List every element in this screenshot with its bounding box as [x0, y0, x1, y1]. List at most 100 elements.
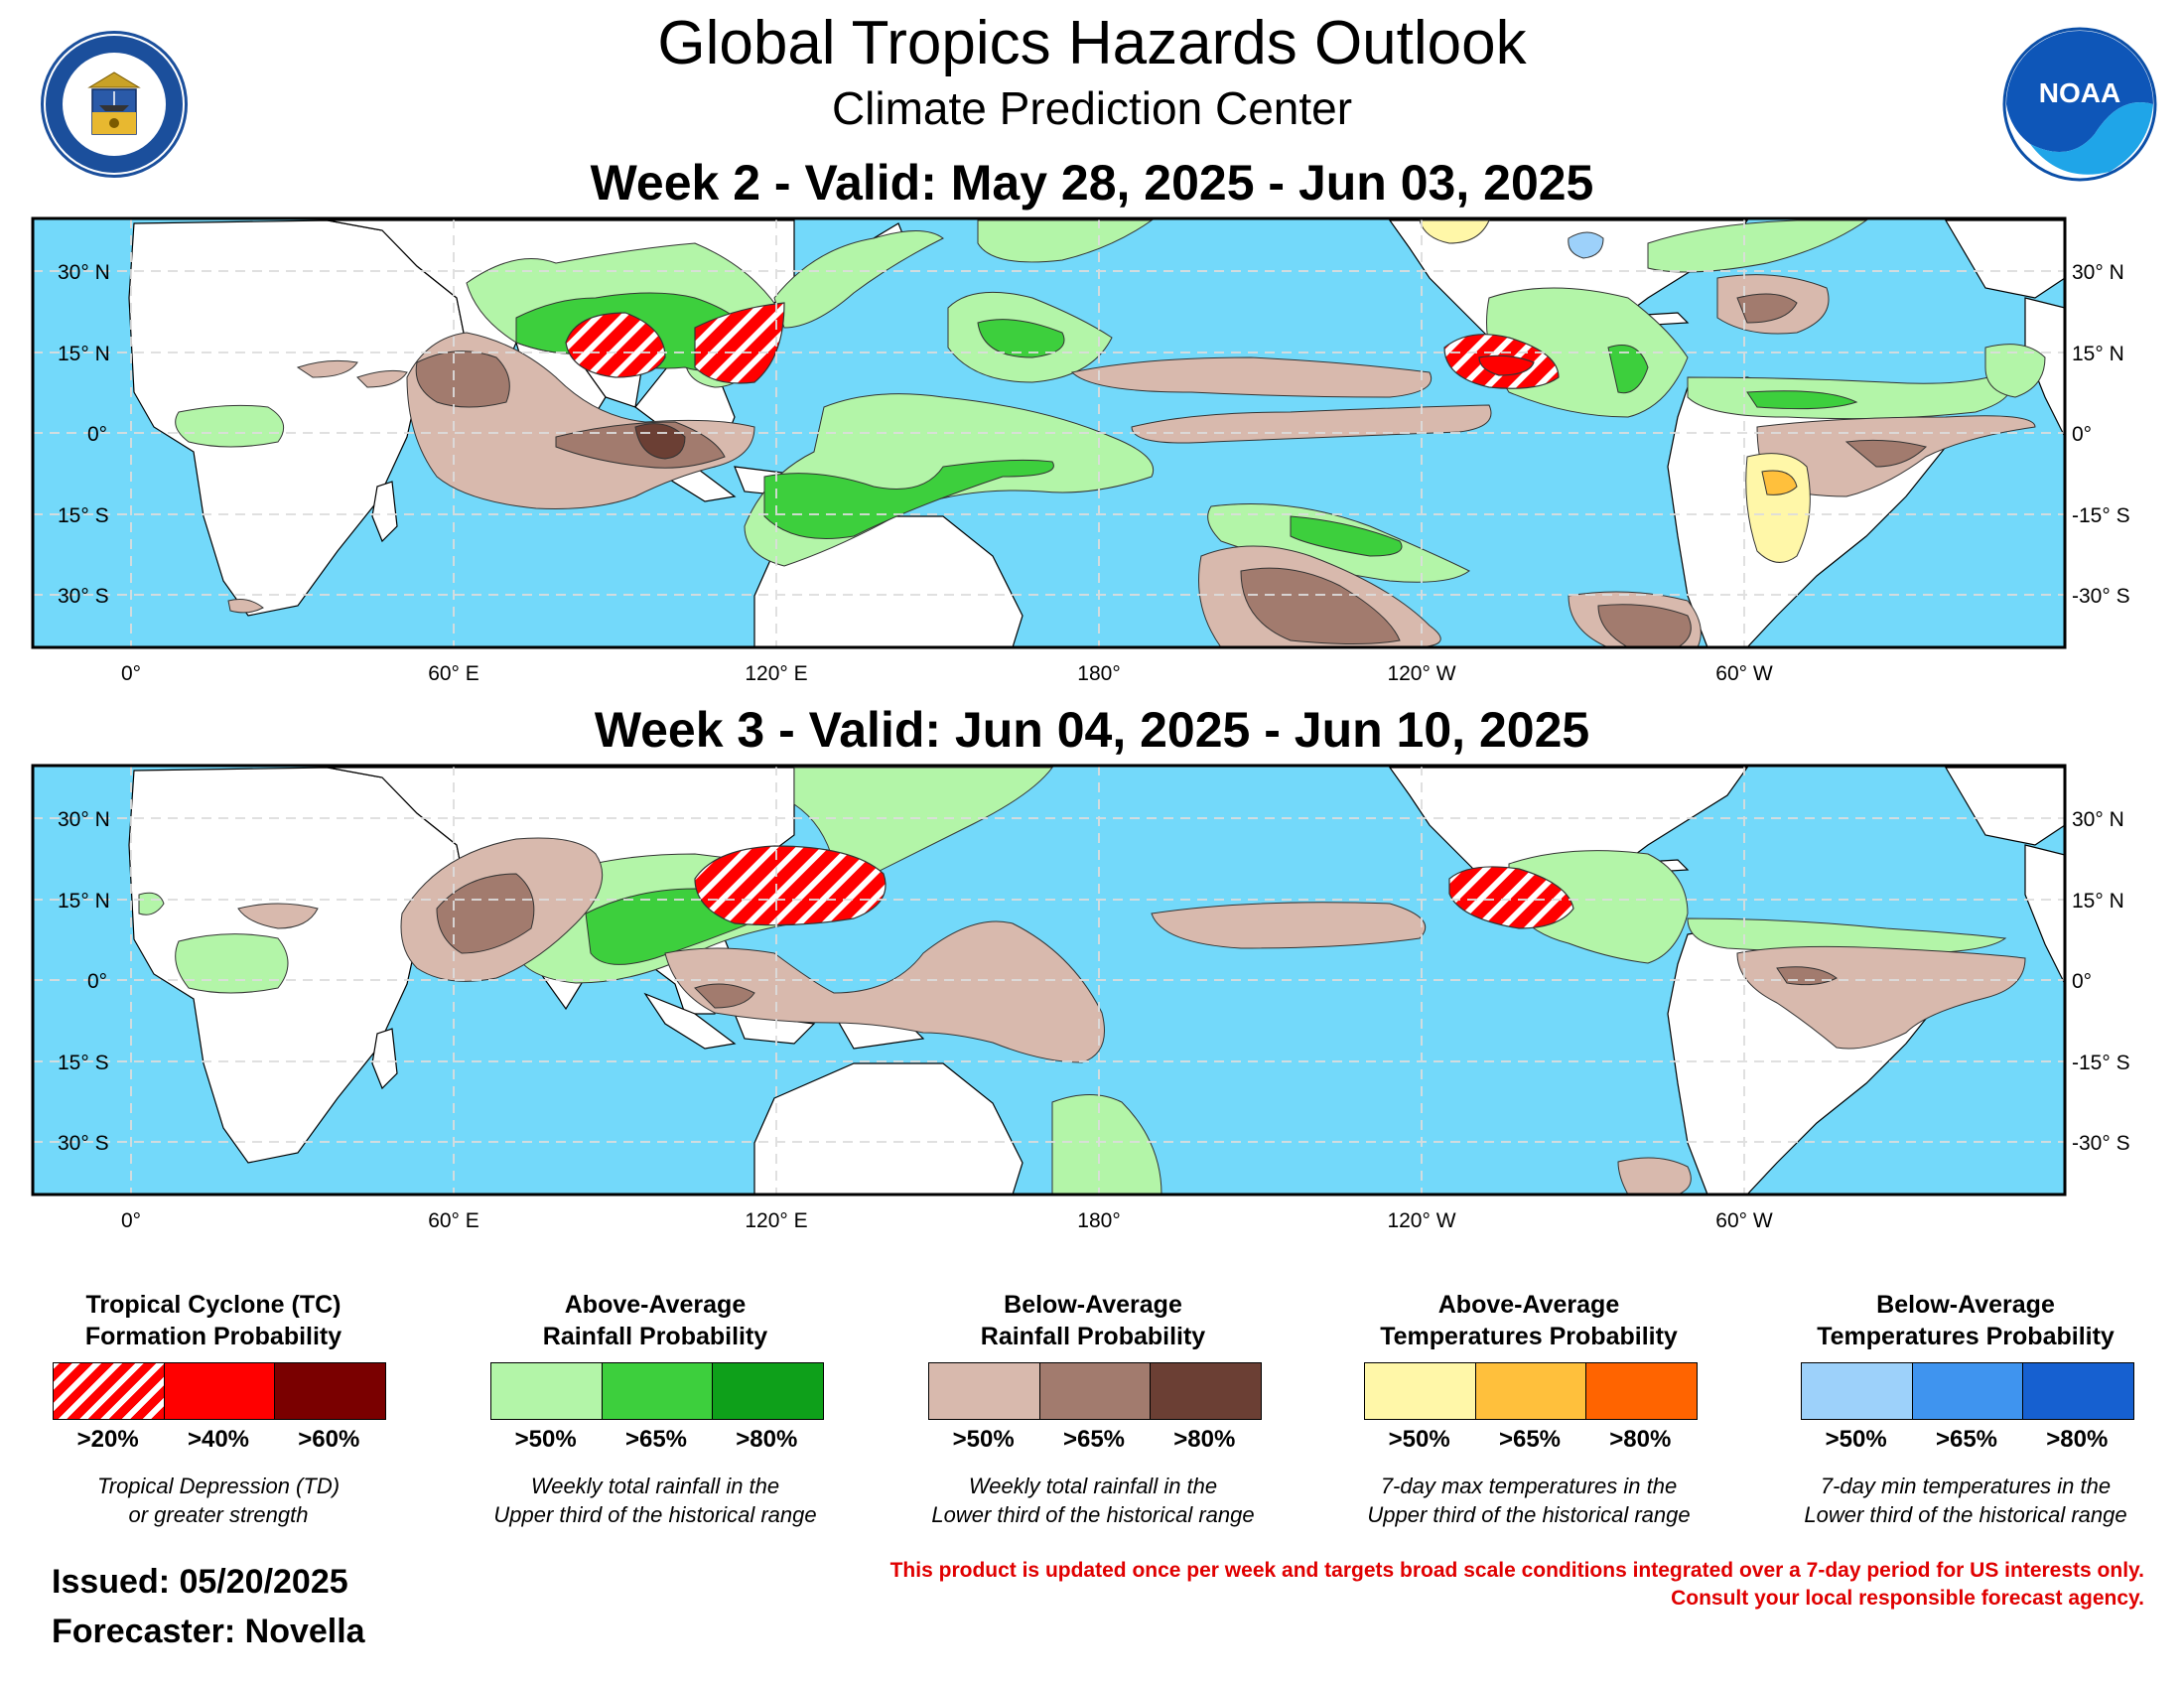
legend-above-rain-desc-2: Upper third of the historical range — [493, 1502, 817, 1527]
week3-lon-60w: 60° W — [1715, 1209, 1773, 1232]
legend-below-temp-title-2: Temperatures Probability — [1817, 1323, 2115, 1350]
legend-above-rain-swatch-2 — [602, 1363, 714, 1419]
legend-below-rain-desc-1: Weekly total rainfall in the — [968, 1474, 1218, 1498]
week2-lon-60e: 60° E — [428, 662, 479, 685]
legend-below-rain: Below-Average Rainfall Probability >50% … — [914, 1289, 1272, 1527]
legend-above-rain-swatches — [490, 1362, 824, 1420]
week3-lon-60e: 60° E — [428, 1209, 479, 1232]
legend-tc-title-2: Formation Probability — [84, 1323, 342, 1350]
legend-below-rain-label-1: >50% — [952, 1426, 1015, 1453]
week2-lat-left-15s: 15° S — [58, 504, 109, 527]
legend-tc-desc-1: Tropical Depression (TD) — [96, 1474, 341, 1498]
legend-above-rain-label-3: >80% — [736, 1426, 798, 1453]
week3-lat-right-15s: -15° S — [2072, 1052, 2130, 1074]
legend-tc-swatch-1 — [54, 1363, 165, 1419]
week2-lon-120w: 120° W — [1387, 662, 1455, 685]
legend-below-temp-swatch-3 — [2023, 1363, 2134, 1419]
week2-lat-right-30s: -30° S — [2072, 585, 2130, 608]
legend-above-rain-desc-1: Weekly total rainfall in the — [530, 1474, 780, 1498]
legend-tc: Tropical Cyclone (TC) Formation Probabil… — [40, 1289, 387, 1527]
week2-map — [33, 218, 2065, 647]
legend-tc-swatch-2 — [164, 1363, 276, 1419]
legend-tc-label-1: >20% — [76, 1426, 139, 1453]
legend-below-rain-label-2: >65% — [1062, 1426, 1126, 1453]
week2-lat-right-0: 0° — [2072, 423, 2092, 446]
legend-above-rain-title-2: Rainfall Probability — [542, 1323, 768, 1350]
page-title: Global Tropics Hazards Outlook — [657, 9, 1527, 77]
week2-lat-right-15s: -15° S — [2072, 504, 2130, 527]
week3-lat-left-15n: 15° N — [58, 890, 110, 913]
legend-above-temp-swatch-2 — [1475, 1363, 1587, 1419]
week2-lon-0: 0° — [121, 662, 141, 685]
legend-above-temp-desc-1: 7-day max temperatures in the — [1380, 1474, 1678, 1498]
page-subtitle: Climate Prediction Center — [831, 82, 1353, 134]
legend-above-temp: Above-Average Temperatures Probability >… — [1350, 1289, 1707, 1527]
legend-below-rain-title-2: Rainfall Probability — [980, 1323, 1206, 1350]
legend-below-rain-title-1: Below-Average — [1004, 1291, 1182, 1319]
legend-below-temp-label-2: >65% — [1935, 1426, 1998, 1453]
legend-below-rain-desc-2: Lower third of the historical range — [931, 1502, 1255, 1527]
legend-above-temp-title-2: Temperatures Probability — [1380, 1323, 1678, 1350]
legend-above-temp-swatch-1 — [1365, 1363, 1476, 1419]
week3-lon-120e: 120° E — [745, 1209, 807, 1232]
legend-above-temp-title-1: Above-Average — [1437, 1291, 1620, 1319]
department-of-commerce-seal — [41, 31, 188, 178]
legend-above-temp-desc-2: Upper third of the historical range — [1367, 1502, 1691, 1527]
disclaimer-line-2: Consult your local responsible forecast … — [1671, 1587, 2144, 1610]
week2-lon-60w: 60° W — [1715, 662, 1773, 685]
legend-tc-label-2: >40% — [187, 1426, 250, 1453]
week3-lon-0: 0° — [121, 1209, 141, 1232]
legend-below-rain-label-3: >80% — [1173, 1426, 1236, 1453]
week3-lat-right-15n: 15° N — [2072, 890, 2124, 913]
forecaster: Forecaster: Novella — [52, 1613, 365, 1650]
legend-below-temp-title-1: Below-Average — [1876, 1291, 2055, 1319]
week3-lon-120w: 120° W — [1387, 1209, 1455, 1232]
legend-above-temp-label-1: >50% — [1388, 1426, 1450, 1453]
legend-below-temp-desc-1: 7-day min temperatures in the — [1820, 1474, 2112, 1498]
week2-lon-120e: 120° E — [745, 662, 807, 685]
legend-tc-title-1: Tropical Cyclone (TC) — [85, 1291, 341, 1319]
legend-above-rain-swatch-1 — [491, 1363, 603, 1419]
week2-frame — [31, 216, 2067, 649]
noaa-logo: NOAA — [2002, 27, 2157, 182]
legend-tc-label-3: >60% — [298, 1426, 360, 1453]
legend-below-temp-swatch-2 — [1912, 1363, 2024, 1419]
week3-map — [33, 766, 2065, 1195]
legend-below-rain-swatch-1 — [929, 1363, 1040, 1419]
week3-title: Week 3 - Valid: Jun 04, 2025 - Jun 10, 2… — [594, 702, 1590, 758]
legend-below-temp: Below-Average Temperatures Probability >… — [1787, 1289, 2144, 1527]
legend-above-temp-swatch-3 — [1586, 1363, 1698, 1419]
week3-lat-left-30s: 30° S — [58, 1132, 109, 1155]
legend-above-rain-swatch-3 — [713, 1363, 824, 1419]
week3-lon-180: 180° — [1077, 1209, 1120, 1232]
week2-lon-180: 180° — [1077, 662, 1120, 685]
issued-date: Issued: 05/20/2025 — [52, 1563, 348, 1601]
legend-below-temp-desc-2: Lower third of the historical range — [1804, 1502, 2127, 1527]
week2-lat-left-15n: 15° N — [58, 343, 110, 365]
legend-below-rain-swatches — [928, 1362, 1262, 1420]
week3-lat-right-0: 0° — [2072, 970, 2092, 993]
legend-below-temp-label-3: >80% — [2046, 1426, 2109, 1453]
week3-frame — [31, 764, 2067, 1196]
legend-above-temp-label-2: >65% — [1498, 1426, 1562, 1453]
legend-above-rain-title-1: Above-Average — [564, 1291, 747, 1319]
disclaimer: This product is updated once per week an… — [596, 1557, 2144, 1613]
disclaimer-line-1: This product is updated once per week an… — [889, 1559, 2144, 1582]
noaa-logo-text: NOAA — [2039, 77, 2120, 108]
legend-tc-swatch-3 — [275, 1363, 386, 1419]
legend-above-rain: Above-Average Rainfall Probability >50% … — [477, 1289, 834, 1527]
legend-below-temp-label-1: >50% — [1825, 1426, 1887, 1453]
legend-below-rain-swatch-2 — [1039, 1363, 1152, 1419]
week2-lat-right-30n: 30° N — [2072, 261, 2124, 284]
legend-below-rain-swatch-3 — [1151, 1363, 1262, 1419]
week3-lat-left-0: 0° — [87, 970, 107, 993]
legend-above-rain-label-2: >65% — [624, 1426, 688, 1453]
week2-lat-right-15n: 15° N — [2072, 343, 2124, 365]
legend-above-temp-label-3: >80% — [1609, 1426, 1672, 1453]
map-panels: 30° N 15° N 0° 15° S 30° S 30° N 15° N 0… — [31, 216, 2130, 1232]
week3-lat-right-30s: -30° S — [2072, 1132, 2130, 1155]
legend-below-temp-swatch-1 — [1802, 1363, 1913, 1419]
legend: Tropical Cyclone (TC) Formation Probabil… — [0, 1289, 2184, 1527]
week2-title: Week 2 - Valid: May 28, 2025 - Jun 03, 2… — [590, 155, 1594, 211]
legend-above-temp-swatches — [1364, 1362, 1698, 1420]
